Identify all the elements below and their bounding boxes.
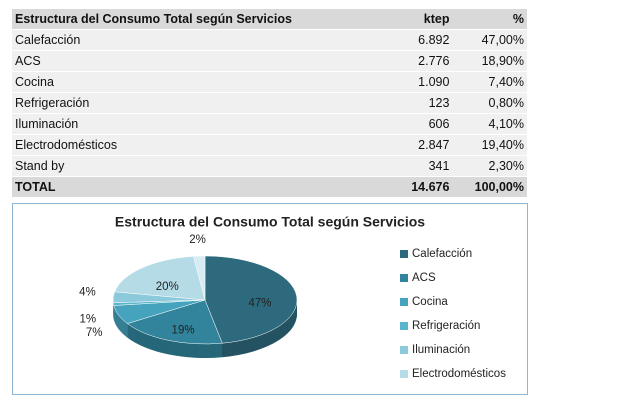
table-cell: 7,40% (452, 71, 527, 93)
table-cell: Cocina (12, 71, 393, 93)
pie-slice (114, 256, 206, 301)
table-row: Refrigeración 123 0,80% (12, 92, 527, 114)
legend-label: Refrigeración (412, 320, 480, 332)
table-cell: 123 (392, 92, 453, 114)
table-cell: Refrigeración (12, 92, 393, 114)
data-label: 2% (189, 234, 206, 246)
header-row: Estructura del Consumo Total según Servi… (12, 9, 527, 30)
table-cell: 2.776 (392, 50, 453, 72)
table-cell: 1.090 (392, 71, 453, 93)
table-row: Iluminación 606 4,10% (12, 113, 527, 135)
table-cell: Iluminación (12, 113, 393, 135)
table-cell: 6.892 (392, 29, 453, 51)
table-row: Calefacción 6.892 47,00% (12, 29, 527, 51)
legend-label: Iluminación (412, 344, 470, 356)
data-label: 4% (79, 286, 96, 298)
table-row: Electrodomésticos 2.847 19,40% (12, 134, 527, 156)
header-cell: Estructura del Consumo Total según Servi… (12, 9, 393, 30)
legend-label: Cocina (412, 296, 448, 308)
data-label: 19% (172, 324, 195, 336)
table-cell: ACS (12, 50, 393, 72)
table-cell: 14.676 (392, 176, 453, 198)
table-row: Stand by 341 2,30% (12, 155, 527, 177)
data-label: 20% (156, 281, 179, 293)
pie-slice (204, 255, 298, 344)
table-cell: 2.847 (392, 134, 453, 156)
chart-title: Estructura del Consumo Total según Servi… (115, 214, 425, 230)
table-cell: 4,10% (452, 113, 527, 135)
legend-swatch (400, 298, 408, 306)
data-label: 47% (248, 298, 271, 310)
header-cell: % (452, 9, 527, 30)
table-cell: Electrodomésticos (12, 134, 393, 156)
legend-swatch (400, 274, 408, 282)
pie-slice (193, 255, 206, 301)
total-row: TOTAL 14.676 100,00% (12, 176, 527, 198)
chart: Estructura del Consumo Total según Servi… (12, 203, 528, 395)
table-cell: Calefacción (12, 29, 393, 51)
table-cell: 0,80% (452, 92, 527, 114)
legend-label: Calefacción (412, 248, 472, 260)
table-cell: Stand by (12, 155, 393, 177)
legend-swatch (400, 346, 408, 354)
table-cell: 341 (392, 155, 453, 177)
table-cell: 2,30% (452, 155, 527, 177)
table-cell: TOTAL (12, 176, 393, 198)
table-row: ACS 2.776 18,90% (12, 50, 527, 72)
table-row: Cocina 1.090 7,40% (12, 71, 527, 93)
table-body: Estructura del Consumo Total según Servi… (12, 9, 527, 198)
header-cell: ktep (392, 9, 453, 30)
table-cell: 18,90% (452, 50, 527, 72)
table-cell: 606 (392, 113, 453, 135)
pie-slice (126, 299, 223, 345)
legend-label: Electrodomésticos (412, 368, 506, 380)
table-cell: 47,00% (452, 29, 527, 51)
legend-swatch (400, 322, 408, 330)
table-cell: 100,00% (452, 176, 527, 198)
legend-label: ACS (412, 272, 436, 284)
legend-swatch (400, 370, 408, 378)
table-cell: 19,40% (452, 134, 527, 156)
data-table: Estructura del Consumo Total según Servi… (12, 9, 527, 198)
legend-swatch (400, 250, 408, 258)
data-label: 7% (86, 327, 103, 339)
data-label: 1% (79, 313, 96, 325)
